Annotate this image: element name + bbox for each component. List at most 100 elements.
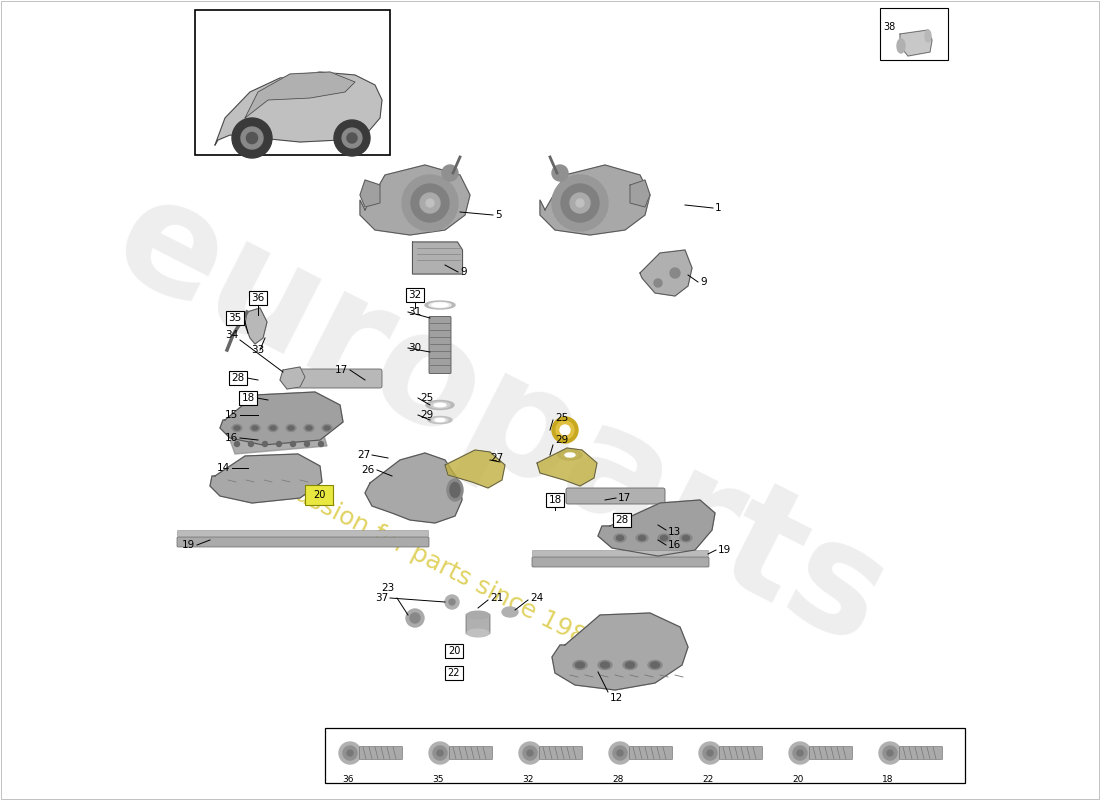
Text: a passion for parts since 1985: a passion for parts since 1985 [256,463,604,657]
Text: 38: 38 [883,22,895,32]
Circle shape [334,120,370,156]
Circle shape [406,609,424,627]
Ellipse shape [268,425,278,431]
Ellipse shape [623,661,637,670]
Ellipse shape [502,607,518,617]
Circle shape [793,746,807,760]
Circle shape [339,742,361,764]
Ellipse shape [432,418,448,422]
Ellipse shape [896,39,905,53]
Circle shape [552,165,568,181]
Circle shape [305,442,309,446]
Ellipse shape [434,418,446,422]
Text: 21: 21 [490,593,504,603]
Circle shape [519,742,541,764]
Ellipse shape [650,662,660,668]
Polygon shape [245,72,355,118]
Text: 16: 16 [668,540,681,550]
Ellipse shape [468,611,490,619]
Text: 17: 17 [618,493,631,503]
Ellipse shape [925,30,931,42]
Text: 15: 15 [224,410,238,420]
Circle shape [442,165,458,181]
Circle shape [703,746,717,760]
FancyBboxPatch shape [532,550,708,557]
Ellipse shape [616,535,624,541]
Circle shape [410,613,420,623]
Ellipse shape [468,629,490,637]
Bar [226,311,244,325]
Circle shape [346,750,353,756]
Text: 13: 13 [668,527,681,537]
Text: europarts: europarts [90,162,910,678]
Ellipse shape [626,662,635,668]
Text: 32: 32 [408,290,421,300]
Circle shape [232,118,272,158]
Polygon shape [365,453,462,523]
Text: 24: 24 [530,593,543,603]
Text: 1: 1 [715,203,722,213]
Text: 23: 23 [382,583,395,593]
Polygon shape [210,454,322,503]
Bar [880,8,948,60]
Text: 30: 30 [408,343,421,353]
Text: 33: 33 [252,345,265,355]
FancyBboxPatch shape [900,746,943,759]
Ellipse shape [252,426,258,430]
Text: 29: 29 [420,410,433,420]
Ellipse shape [322,425,332,431]
Text: 31: 31 [408,307,421,317]
Text: 25: 25 [556,413,569,423]
Bar [229,371,248,385]
Circle shape [654,279,662,287]
Text: 27: 27 [490,453,504,463]
Ellipse shape [614,534,626,542]
FancyBboxPatch shape [450,746,493,759]
Text: 17: 17 [334,365,348,375]
FancyBboxPatch shape [629,746,672,759]
Polygon shape [220,392,343,445]
Ellipse shape [304,425,313,431]
Ellipse shape [565,453,575,457]
Ellipse shape [560,425,570,435]
Ellipse shape [636,534,648,542]
Circle shape [402,175,458,231]
Polygon shape [360,180,379,207]
Text: 35: 35 [229,313,242,323]
Circle shape [319,442,323,446]
Text: 14: 14 [217,463,230,473]
Polygon shape [214,72,382,145]
Bar [546,493,564,507]
Ellipse shape [558,450,582,460]
Text: 19: 19 [182,540,195,550]
Polygon shape [412,242,462,274]
Polygon shape [540,165,650,235]
Ellipse shape [426,401,454,410]
Text: 18: 18 [241,393,254,403]
Circle shape [789,742,811,764]
Ellipse shape [250,425,260,431]
Ellipse shape [286,425,296,431]
FancyBboxPatch shape [810,746,853,759]
Ellipse shape [682,535,690,541]
Ellipse shape [450,482,460,498]
Bar [324,728,965,783]
Circle shape [234,442,240,446]
Ellipse shape [425,301,455,309]
Circle shape [576,199,584,207]
Text: 22: 22 [448,668,460,678]
Bar [195,10,390,155]
Ellipse shape [306,426,312,430]
Polygon shape [446,450,505,488]
Text: 37: 37 [375,593,388,603]
Circle shape [670,268,680,278]
Text: 19: 19 [718,545,732,555]
Polygon shape [552,613,688,690]
Text: 20: 20 [448,646,460,656]
Circle shape [527,750,534,756]
Text: 12: 12 [610,693,624,703]
Circle shape [887,750,893,756]
Polygon shape [640,250,692,296]
Ellipse shape [562,452,578,458]
Text: 28: 28 [231,373,244,383]
